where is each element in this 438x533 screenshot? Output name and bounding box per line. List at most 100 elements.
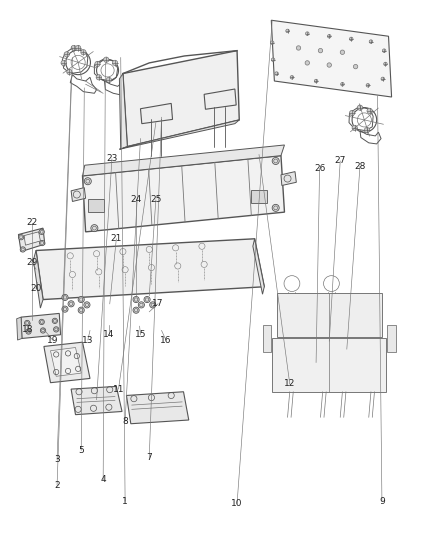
Circle shape — [274, 72, 278, 75]
Polygon shape — [17, 317, 22, 340]
Circle shape — [305, 32, 308, 35]
Circle shape — [71, 45, 76, 51]
Text: 22: 22 — [26, 219, 37, 227]
Circle shape — [340, 83, 343, 86]
Text: 2: 2 — [54, 481, 60, 489]
Text: 8: 8 — [122, 417, 128, 425]
Circle shape — [68, 301, 74, 307]
Circle shape — [304, 61, 309, 65]
Text: 7: 7 — [146, 453, 152, 462]
Circle shape — [18, 235, 24, 240]
Text: 16: 16 — [160, 336, 171, 344]
Text: 11: 11 — [113, 385, 124, 393]
Circle shape — [271, 58, 274, 61]
Text: 12: 12 — [283, 379, 295, 388]
Text: 10: 10 — [231, 499, 242, 508]
Text: 5: 5 — [78, 446, 84, 455]
Circle shape — [96, 75, 101, 80]
Circle shape — [285, 29, 289, 33]
Polygon shape — [82, 156, 284, 232]
Circle shape — [318, 49, 322, 53]
Text: 26: 26 — [313, 164, 325, 173]
Circle shape — [26, 329, 31, 334]
Circle shape — [144, 296, 150, 303]
Circle shape — [380, 77, 384, 80]
Text: 21: 21 — [110, 235, 122, 243]
Circle shape — [106, 77, 111, 83]
Text: 15: 15 — [134, 330, 146, 339]
Circle shape — [52, 318, 57, 324]
Polygon shape — [280, 172, 296, 185]
Circle shape — [133, 307, 139, 313]
Polygon shape — [140, 103, 172, 124]
Polygon shape — [33, 251, 43, 308]
Circle shape — [138, 302, 144, 308]
Text: 18: 18 — [21, 325, 33, 334]
Circle shape — [78, 296, 84, 303]
Circle shape — [353, 64, 357, 69]
Circle shape — [40, 328, 46, 333]
Polygon shape — [119, 120, 239, 149]
Circle shape — [103, 57, 109, 62]
Circle shape — [84, 302, 90, 308]
Circle shape — [368, 40, 372, 43]
Circle shape — [133, 296, 139, 303]
Polygon shape — [119, 74, 127, 149]
Circle shape — [95, 61, 100, 67]
Circle shape — [339, 50, 344, 54]
Circle shape — [91, 224, 98, 232]
Circle shape — [39, 240, 45, 246]
Circle shape — [53, 327, 59, 332]
Text: 19: 19 — [47, 336, 58, 344]
Circle shape — [270, 41, 273, 44]
Circle shape — [39, 319, 44, 325]
Circle shape — [296, 46, 300, 50]
Circle shape — [381, 49, 385, 52]
Polygon shape — [21, 313, 60, 338]
Circle shape — [327, 35, 330, 38]
Polygon shape — [36, 239, 264, 300]
Text: 3: 3 — [54, 455, 60, 464]
Circle shape — [64, 52, 69, 57]
Polygon shape — [126, 392, 188, 424]
Circle shape — [366, 108, 371, 114]
Circle shape — [81, 50, 86, 55]
Circle shape — [112, 60, 117, 66]
Text: 28: 28 — [353, 162, 365, 171]
Circle shape — [62, 306, 68, 312]
Polygon shape — [50, 348, 81, 376]
Circle shape — [290, 76, 293, 79]
Text: 23: 23 — [106, 155, 117, 163]
Circle shape — [272, 157, 279, 165]
Text: 24: 24 — [130, 196, 141, 204]
Polygon shape — [272, 338, 385, 392]
Text: 25: 25 — [150, 196, 161, 204]
Polygon shape — [271, 20, 391, 97]
Circle shape — [25, 320, 30, 326]
Polygon shape — [276, 293, 381, 337]
Circle shape — [351, 125, 357, 131]
Circle shape — [39, 229, 44, 235]
Polygon shape — [88, 199, 103, 212]
Polygon shape — [71, 188, 85, 201]
Text: 17: 17 — [152, 300, 163, 308]
Polygon shape — [262, 325, 271, 352]
Polygon shape — [251, 190, 266, 203]
Circle shape — [149, 302, 155, 308]
Polygon shape — [82, 145, 284, 176]
Circle shape — [349, 110, 354, 116]
Polygon shape — [44, 342, 90, 383]
Circle shape — [365, 84, 369, 87]
Text: 14: 14 — [103, 330, 114, 339]
Circle shape — [364, 127, 369, 133]
Text: 1: 1 — [122, 497, 128, 505]
Polygon shape — [24, 232, 40, 245]
Polygon shape — [123, 51, 239, 147]
Circle shape — [78, 307, 84, 313]
Circle shape — [61, 60, 66, 66]
Circle shape — [272, 204, 279, 212]
Circle shape — [383, 62, 386, 66]
Polygon shape — [252, 239, 264, 294]
Circle shape — [314, 79, 317, 83]
Text: 27: 27 — [334, 157, 345, 165]
